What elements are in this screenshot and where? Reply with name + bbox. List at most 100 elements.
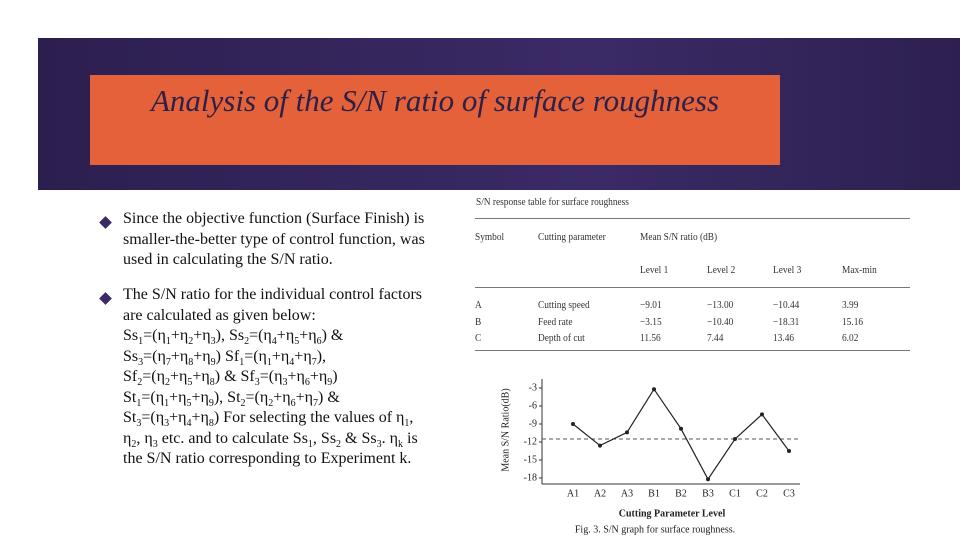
data-point — [679, 426, 683, 431]
subscript: 1 — [404, 418, 410, 430]
table-cell: −18.31 — [773, 315, 800, 328]
table-cell: −3.15 — [640, 315, 662, 328]
text-run: +η — [295, 388, 314, 406]
table-rule — [475, 287, 910, 288]
subscript: 2 — [240, 397, 246, 409]
subscript: 2 — [188, 336, 194, 348]
subscript: 5 — [186, 397, 192, 409]
table-cell: Feed rate — [538, 315, 573, 328]
subscript: 2 — [131, 438, 137, 450]
data-point — [625, 430, 629, 435]
text-run: ), Ss — [215, 327, 245, 344]
text-run: , Ss — [312, 429, 337, 447]
x-tick-label: B1 — [648, 488, 660, 499]
table-cell: 7.44 — [707, 332, 724, 344]
data-point — [598, 443, 602, 448]
table-header: Mean S/N ratio (dB) — [640, 231, 718, 243]
table-subheader: Level 3 — [773, 264, 802, 276]
text-run: The S/N ratio for the individual control… — [123, 286, 423, 303]
text-run: +η — [169, 409, 187, 426]
text-run: ) & — [321, 327, 344, 344]
table-rule — [475, 350, 910, 351]
text-line: Ss3=(η7+η8+η9) Sf1=(η1+η4+η7), — [123, 348, 326, 368]
text-line: Sf2=(η2+η5+η8) & Sf3=(η3+η6+η9) — [123, 368, 338, 388]
subscript: 2 — [244, 336, 250, 348]
text-run: ), — [316, 347, 327, 365]
text-line: are calculated as given below: — [123, 307, 316, 325]
subscript: 7 — [311, 356, 317, 368]
subscript: 9 — [327, 377, 333, 389]
x-tick-label: B3 — [702, 488, 714, 499]
subscript: 3 — [138, 356, 144, 368]
table-cell: Cutting speed — [538, 299, 590, 311]
subscript: 7 — [165, 356, 171, 368]
text-run: =(η — [141, 409, 165, 426]
subscript: 4 — [271, 336, 277, 348]
text-line: St1=(η1+η5+η9), St2=(η2+η6+η7) & — [123, 389, 340, 409]
text-run: =(η — [141, 388, 165, 406]
x-tick-label: A2 — [594, 488, 606, 499]
subscript: 1 — [307, 438, 313, 450]
subscript: k — [398, 438, 403, 450]
text-run: ) & Sf — [214, 368, 255, 385]
subscript: 3 — [164, 418, 170, 430]
text-run: St — [123, 388, 137, 406]
text-run: +η — [170, 347, 189, 365]
subscript: 3 — [376, 438, 382, 450]
subscript: 3 — [152, 438, 158, 450]
text-run: , η — [136, 429, 153, 447]
text-line: The S/N ratio for the individual control… — [123, 286, 422, 304]
table-cell: B — [475, 315, 482, 328]
subscript: 1 — [165, 336, 171, 348]
text-run: +η — [169, 368, 188, 385]
x-tick-label: A1 — [567, 488, 579, 499]
text-run: +η — [169, 388, 187, 406]
text-run: & Ss — [341, 429, 377, 447]
subscript: 1 — [239, 356, 245, 368]
subscript: 7 — [313, 397, 319, 409]
y-tick-label: -18 — [524, 472, 537, 483]
data-point — [760, 412, 764, 417]
table-cell: −9.01 — [640, 299, 662, 311]
text-run: ) For selecting the values of η — [213, 409, 405, 426]
text-run: +η — [191, 409, 209, 426]
table-cell: −10.40 — [707, 315, 734, 328]
subscript: 8 — [188, 356, 194, 368]
text-run: +η — [192, 368, 210, 385]
text-line: η2, η3 etc. and to calculate Ss1, Ss2 & … — [123, 430, 418, 450]
y-tick-label: -3 — [529, 382, 537, 393]
data-point — [652, 387, 656, 392]
table-cell: Depth of cut — [538, 332, 585, 344]
table-cell: 11.56 — [640, 332, 661, 344]
subscript: 8 — [209, 377, 215, 389]
subscript: 1 — [164, 397, 170, 409]
subscript: 1 — [138, 336, 144, 348]
text-run: Since the objective function (Surface Fi… — [123, 210, 425, 227]
text-run: +η — [193, 347, 211, 365]
text-run: ), St — [213, 388, 241, 406]
subscript: 4 — [186, 418, 192, 430]
text-run: +η — [193, 327, 211, 344]
text-run: +η — [294, 347, 312, 365]
text-run: Sf — [123, 368, 138, 385]
caption: Fig. 3. S/N graph for surface roughness. — [575, 524, 735, 535]
slide-title: Analysis of the S/N ratio of surface rou… — [150, 83, 720, 118]
subscript: 8 — [208, 418, 214, 430]
text-run: . η — [381, 429, 398, 447]
table-cell: 6.02 — [842, 332, 859, 344]
text-line: the S/N ratio corresponding to Experimen… — [123, 450, 411, 468]
x-tick-label: C1 — [729, 488, 741, 499]
table-header: Symbol — [475, 231, 505, 243]
subscript: 9 — [208, 397, 214, 409]
table-cell: −10.44 — [773, 299, 800, 311]
text-run: smaller-the-better type of control funct… — [123, 230, 425, 248]
subscript: 3 — [210, 336, 216, 348]
text-run: +η — [287, 368, 305, 385]
subscript: 2 — [137, 377, 143, 389]
text-run: Ss — [123, 327, 139, 344]
y-axis-label: Mean S/N Ratio(dB) — [500, 388, 511, 471]
text-run: =(η — [244, 347, 267, 365]
data-point — [733, 437, 737, 441]
y-tick-label: -6 — [529, 400, 537, 411]
